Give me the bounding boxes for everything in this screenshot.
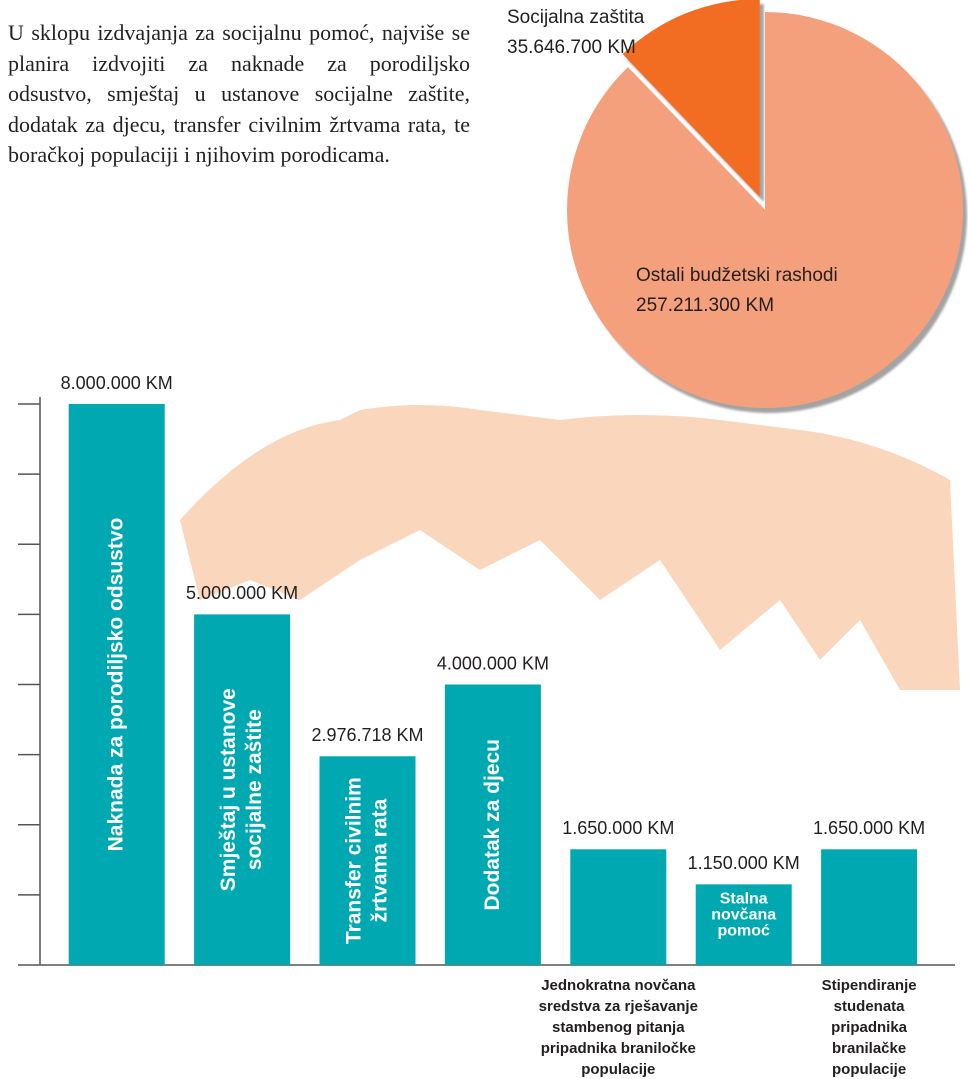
bar (821, 849, 917, 965)
value-label: 8.000.000 KM (61, 373, 173, 393)
pie-slice (567, 12, 963, 408)
pie-label: Socijalna zaštita (507, 7, 645, 28)
pie-value-label: 257.211.300 KM (636, 295, 774, 316)
bar-label: Naknada za porodiljsko odsustvo (104, 518, 127, 852)
value-label: 1.650.000 KM (813, 818, 925, 838)
pie-label: Ostali budžetski rashodi (636, 265, 838, 286)
value-label: 4.000.000 KM (437, 653, 549, 673)
page: {"text": "U sklopu izdvajanja za socijal… (0, 0, 968, 1079)
pie-value-label: 35.646.700 KM (507, 37, 636, 58)
silhouettes (180, 405, 960, 690)
chart: Socijalna zaštita 35.646.700 KM Ostali bud… (0, 0, 968, 1079)
bar-label: Dodatak za djecu (480, 739, 503, 911)
value-label: 1.150.000 KM (688, 853, 800, 873)
value-label: 5.000.000 KM (186, 583, 298, 603)
value-label: 1.650.000 KM (562, 818, 674, 838)
bar (570, 849, 666, 965)
value-label: 2.976.718 KM (311, 725, 423, 745)
